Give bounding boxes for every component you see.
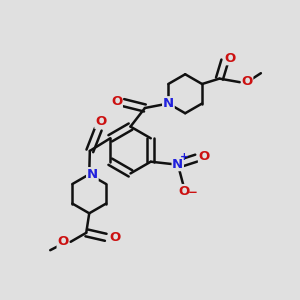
Text: N: N [163,97,174,110]
Text: N: N [163,97,174,110]
Text: −: − [188,186,198,199]
Text: O: O [179,184,190,198]
Text: N: N [87,168,98,181]
Text: O: O [242,75,253,88]
Text: O: O [109,231,120,244]
Text: O: O [57,235,68,248]
Text: O: O [225,52,236,65]
Text: O: O [111,95,122,108]
Text: O: O [199,150,210,164]
Text: O: O [95,115,106,128]
Text: N: N [172,158,183,171]
Text: N: N [87,168,98,181]
Text: +: + [180,152,189,162]
